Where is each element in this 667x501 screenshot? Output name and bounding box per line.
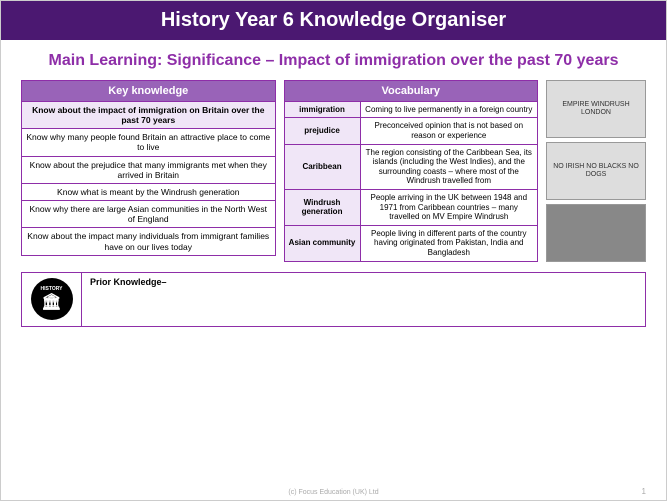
prior-knowledge-section: HISTORY 🏛 Prior Knowledge–	[21, 272, 646, 327]
main-learning-title: Main Learning: Significance – Impact of …	[1, 43, 666, 80]
content-area: Key knowledge Know about the impact of i…	[1, 80, 666, 262]
kk-header: Key knowledge	[22, 80, 276, 101]
kk-row: Know about the impact of immigration on …	[22, 101, 276, 128]
page-number: 1	[642, 487, 646, 496]
vocab-def: Coming to live permanently in a foreign …	[360, 101, 537, 118]
kk-row: Know about the impact many individuals f…	[22, 228, 276, 255]
vocabulary-table: Vocabulary immigrationComing to live per…	[284, 80, 539, 262]
vocab-term: Asian community	[284, 225, 360, 261]
vocab-def: The region consisting of the Caribbean S…	[360, 144, 537, 189]
prior-knowledge-label: Prior Knowledge–	[82, 273, 645, 326]
crowd-image	[546, 204, 646, 262]
kk-row: Know why many people found Britain an at…	[22, 129, 276, 156]
vocab-term: immigration	[284, 101, 360, 118]
image-column: EMPIRE WINDRUSH LONDON NO IRISH NO BLACK…	[546, 80, 646, 262]
vocab-def: Preconceived opinion that is not based o…	[360, 118, 537, 144]
history-icon-cell: HISTORY 🏛	[22, 273, 82, 326]
key-knowledge-column: Key knowledge Know about the impact of i…	[21, 80, 276, 262]
sign-image: NO IRISH NO BLACKS NO DOGS	[546, 142, 646, 200]
pillar-icon: 🏛	[41, 292, 61, 312]
history-icon: HISTORY 🏛	[31, 278, 73, 320]
vocab-term: Windrush generation	[284, 189, 360, 225]
kk-row: Know about the prejudice that many immig…	[22, 156, 276, 183]
page-header: History Year 6 Knowledge Organiser	[1, 1, 666, 43]
windrush-ship-image: EMPIRE WINDRUSH LONDON	[546, 80, 646, 138]
kk-row: Know what is meant by the Windrush gener…	[22, 183, 276, 200]
vocabulary-column: Vocabulary immigrationComing to live per…	[284, 80, 539, 262]
vocab-header: Vocabulary	[284, 80, 538, 101]
footer-copyright: (c) Focus Education (UK) Ltd	[1, 489, 666, 496]
vocab-def: People living in different parts of the …	[360, 225, 537, 261]
kk-row: Know why there are large Asian communiti…	[22, 201, 276, 228]
key-knowledge-table: Key knowledge Know about the impact of i…	[21, 80, 276, 256]
vocab-term: prejudice	[284, 118, 360, 144]
vocab-term: Caribbean	[284, 144, 360, 189]
vocab-def: People arriving in the UK between 1948 a…	[360, 189, 537, 225]
